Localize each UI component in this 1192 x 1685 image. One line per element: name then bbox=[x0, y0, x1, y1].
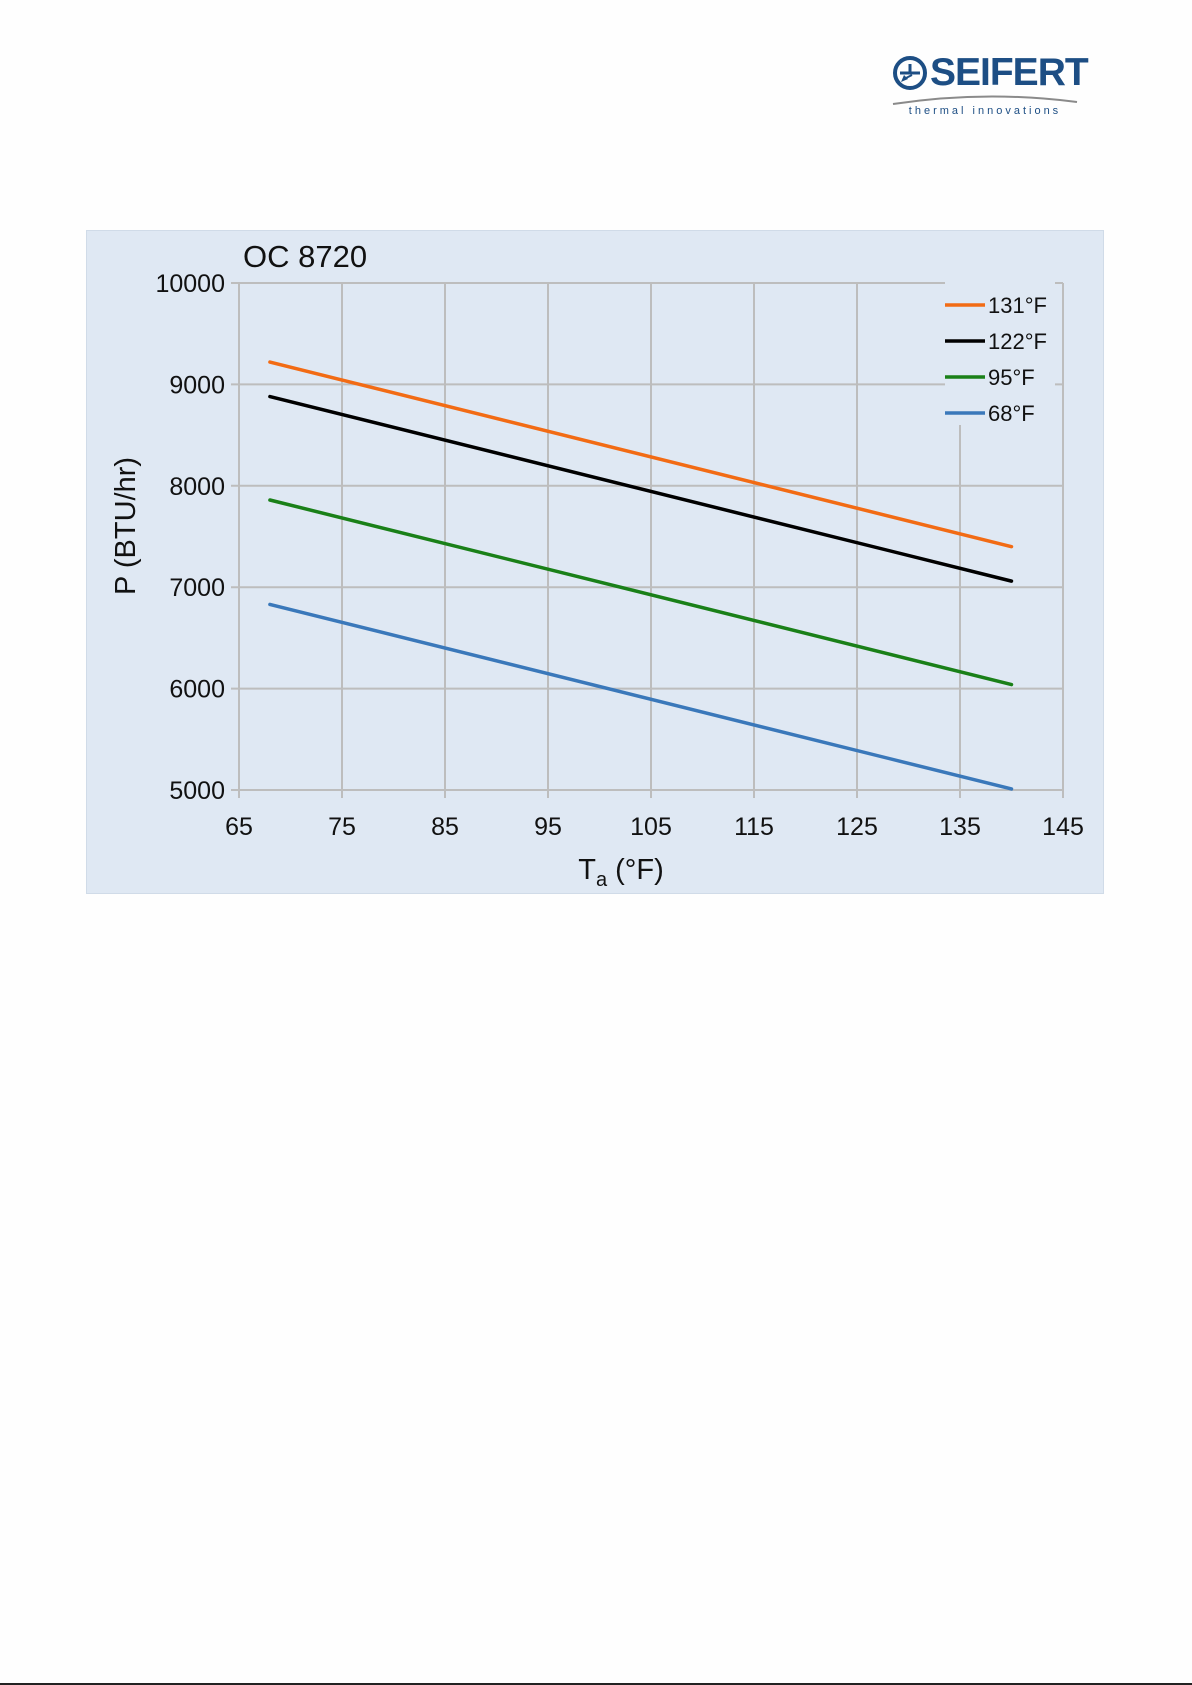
logo-tagline: thermal innovations bbox=[908, 105, 1062, 117]
x-tick-label: 75 bbox=[328, 813, 356, 841]
y-tick-label: 8000 bbox=[169, 473, 225, 501]
logo-swoosh bbox=[892, 95, 1078, 105]
x-tick-label: 115 bbox=[734, 813, 774, 841]
x-tick-label: 95 bbox=[534, 813, 562, 841]
y-axis-label: P (BTU/hr) bbox=[110, 457, 142, 595]
x-tick-label: 65 bbox=[225, 813, 253, 841]
series-line-2 bbox=[268, 498, 1014, 687]
x-tick-label: 85 bbox=[431, 813, 459, 841]
y-tick-label: 6000 bbox=[169, 676, 225, 704]
x-tick-label: 125 bbox=[836, 813, 878, 841]
grid-lines bbox=[231, 282, 1064, 798]
x-axis-label-subscript: a bbox=[596, 869, 608, 891]
series-lines bbox=[268, 360, 1014, 791]
line-chart: 65 75 85 95 105 115 125 135 145 5000 6000 7000 8000 9… bbox=[110, 270, 1084, 891]
x-tick-label: 145 bbox=[1042, 813, 1084, 841]
series-line-1 bbox=[268, 394, 1014, 583]
series-line-0 bbox=[268, 360, 1014, 549]
legend-background bbox=[945, 275, 1055, 425]
logo-brand-text: SEIFERT bbox=[930, 51, 1089, 94]
legend-label: 95°F bbox=[988, 365, 1035, 390]
x-axis-label-main: T bbox=[578, 854, 596, 886]
y-tick-label: 7000 bbox=[169, 574, 225, 602]
chart-container: OC 8720 65 75 85 95 105 115 125 135 145 5000 6000 7… bbox=[86, 230, 1104, 894]
y-tick-label: 5000 bbox=[169, 777, 225, 805]
series-line-3 bbox=[268, 602, 1014, 791]
legend-label: 122°F bbox=[988, 329, 1047, 354]
x-axis-label-unit: (°F) bbox=[607, 854, 664, 886]
page-bottom-rule bbox=[0, 1683, 1192, 1685]
chart-title: OC 8720 bbox=[243, 239, 368, 274]
y-tick-label: 9000 bbox=[169, 371, 225, 399]
legend-label: 131°F bbox=[988, 293, 1047, 318]
x-axis-label: Ta (°F) bbox=[578, 854, 664, 891]
tick-labels: 65 75 85 95 105 115 125 135 145 5000 6000 7000 8000 9… bbox=[155, 270, 1083, 841]
x-tick-label: 105 bbox=[630, 813, 672, 841]
logo-emblem-icon bbox=[893, 56, 927, 90]
y-tick-label: 10000 bbox=[155, 270, 225, 298]
legend-label: 68°F bbox=[988, 401, 1035, 426]
seifert-logo: SEIFERT thermal innovations bbox=[890, 50, 1089, 120]
x-tick-label: 135 bbox=[939, 813, 981, 841]
legend: 131°F 122°F 95°F 68°F bbox=[945, 275, 1055, 426]
